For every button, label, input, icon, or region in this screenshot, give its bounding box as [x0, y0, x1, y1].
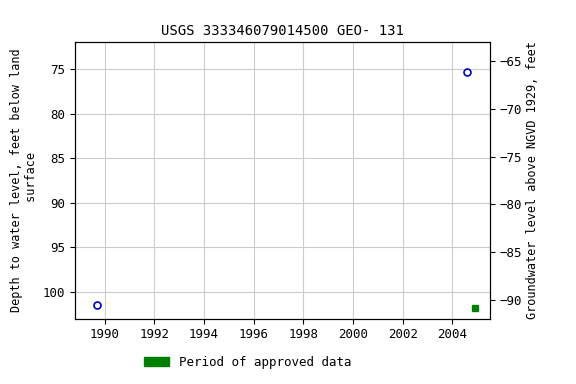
Title: USGS 333346079014500 GEO- 131: USGS 333346079014500 GEO- 131: [161, 24, 404, 38]
Y-axis label: Groundwater level above NGVD 1929, feet: Groundwater level above NGVD 1929, feet: [526, 41, 539, 319]
Y-axis label: Depth to water level, feet below land
 surface: Depth to water level, feet below land su…: [10, 49, 39, 312]
Legend: Period of approved data: Period of approved data: [139, 351, 357, 374]
